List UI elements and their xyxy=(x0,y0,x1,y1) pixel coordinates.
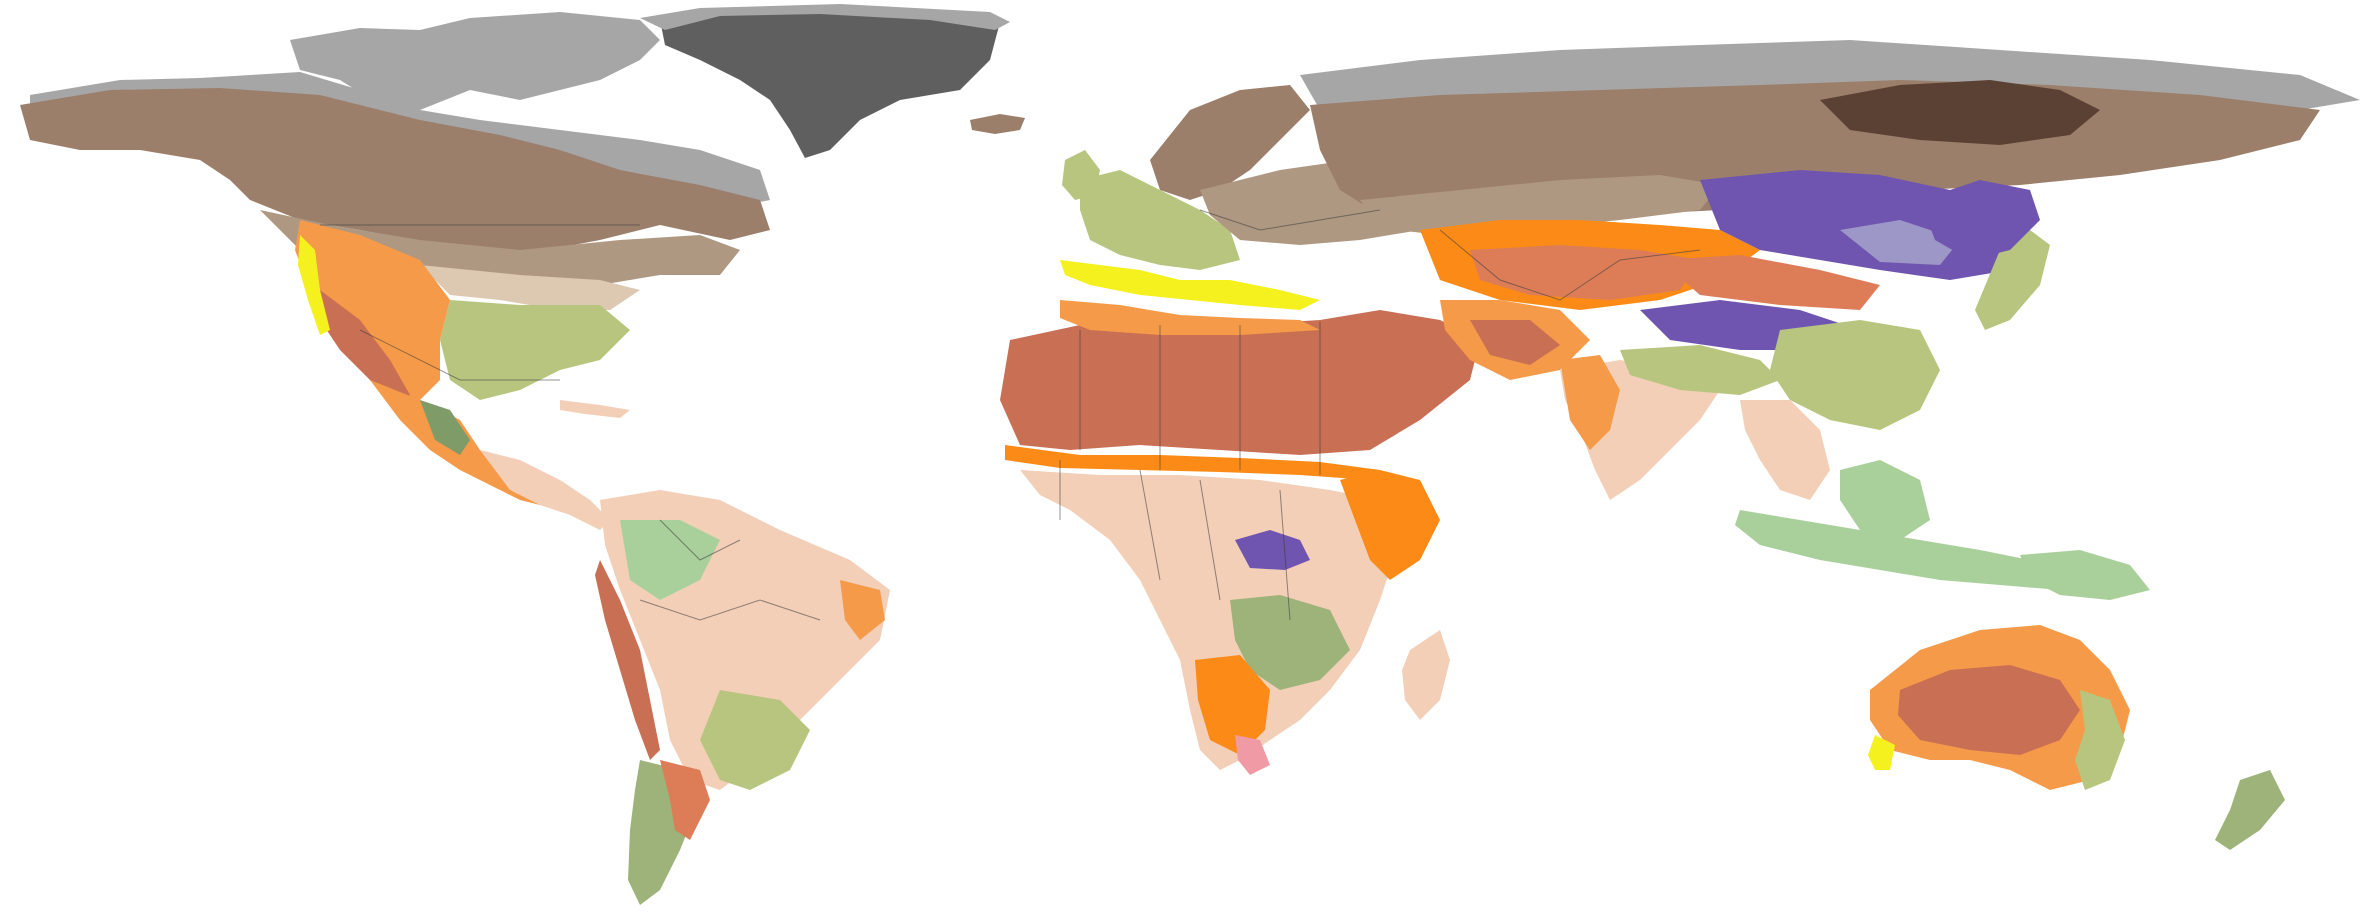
yakutia-extreme xyxy=(1820,80,2100,145)
indonesia xyxy=(1735,510,2080,590)
southeast-asia-savanna xyxy=(1740,400,1830,500)
south-america-southeast xyxy=(700,690,810,790)
new-guinea xyxy=(2020,550,2150,600)
korea-manchuria xyxy=(1920,180,2040,260)
australia-desert xyxy=(1898,665,2080,755)
iceland xyxy=(970,114,1025,134)
us-warm-continental xyxy=(420,265,640,310)
western-europe-oceanic xyxy=(1080,170,1240,270)
australia-east-subtropical xyxy=(2075,690,2125,790)
country-borders xyxy=(320,209,1701,621)
philippines-borneo xyxy=(1840,460,1930,540)
sahel xyxy=(1005,445,1380,480)
south-africa-tip xyxy=(1235,735,1270,775)
patagonia-steppe xyxy=(660,760,710,840)
india-west-arid xyxy=(1560,355,1620,450)
southern-africa-highland xyxy=(1230,595,1350,690)
greenland xyxy=(660,8,1000,158)
scandinavia xyxy=(1150,85,1310,200)
arctic-archipelago xyxy=(290,12,660,110)
mediterranean-europe xyxy=(1060,260,1320,310)
india-north-subtropical xyxy=(1620,345,1780,395)
greenland-rim xyxy=(640,4,1010,30)
new-zealand xyxy=(2215,770,2285,850)
australia-southwest-med xyxy=(1868,735,1895,770)
china-humid-subtropical xyxy=(1770,320,1940,430)
us-west-arid xyxy=(295,220,450,400)
russia-cold-continental xyxy=(1360,175,1720,235)
north-africa-coast xyxy=(1060,300,1320,335)
central-africa-savanna xyxy=(1020,470,1400,770)
us-humid-subtropical xyxy=(440,300,630,400)
gobi-desert xyxy=(1660,255,1880,310)
central-asia-cold-desert xyxy=(1470,245,1700,300)
south-america-west-arid xyxy=(595,560,660,760)
mexico-highland xyxy=(420,400,470,455)
us-west-coast-mediterranean xyxy=(298,235,330,335)
kalahari-namib xyxy=(1195,655,1270,755)
caribbean xyxy=(560,400,630,418)
mongolia-dry-winter-cool xyxy=(1840,220,1960,265)
amazon-rainforest xyxy=(620,520,720,600)
persian-desert xyxy=(1470,320,1560,365)
brazil-east xyxy=(840,580,885,640)
us-southwest-desert xyxy=(320,290,410,405)
british-isles xyxy=(1062,150,1100,200)
congo-dry-winter xyxy=(1235,530,1310,570)
japan xyxy=(1975,230,2050,330)
landmasses xyxy=(20,4,2360,905)
east-africa-arid xyxy=(1340,470,1440,580)
central-america xyxy=(480,450,610,530)
madagascar xyxy=(1402,630,1450,720)
north-america-subarctic xyxy=(20,88,770,255)
canada-cold-continental xyxy=(260,210,740,285)
